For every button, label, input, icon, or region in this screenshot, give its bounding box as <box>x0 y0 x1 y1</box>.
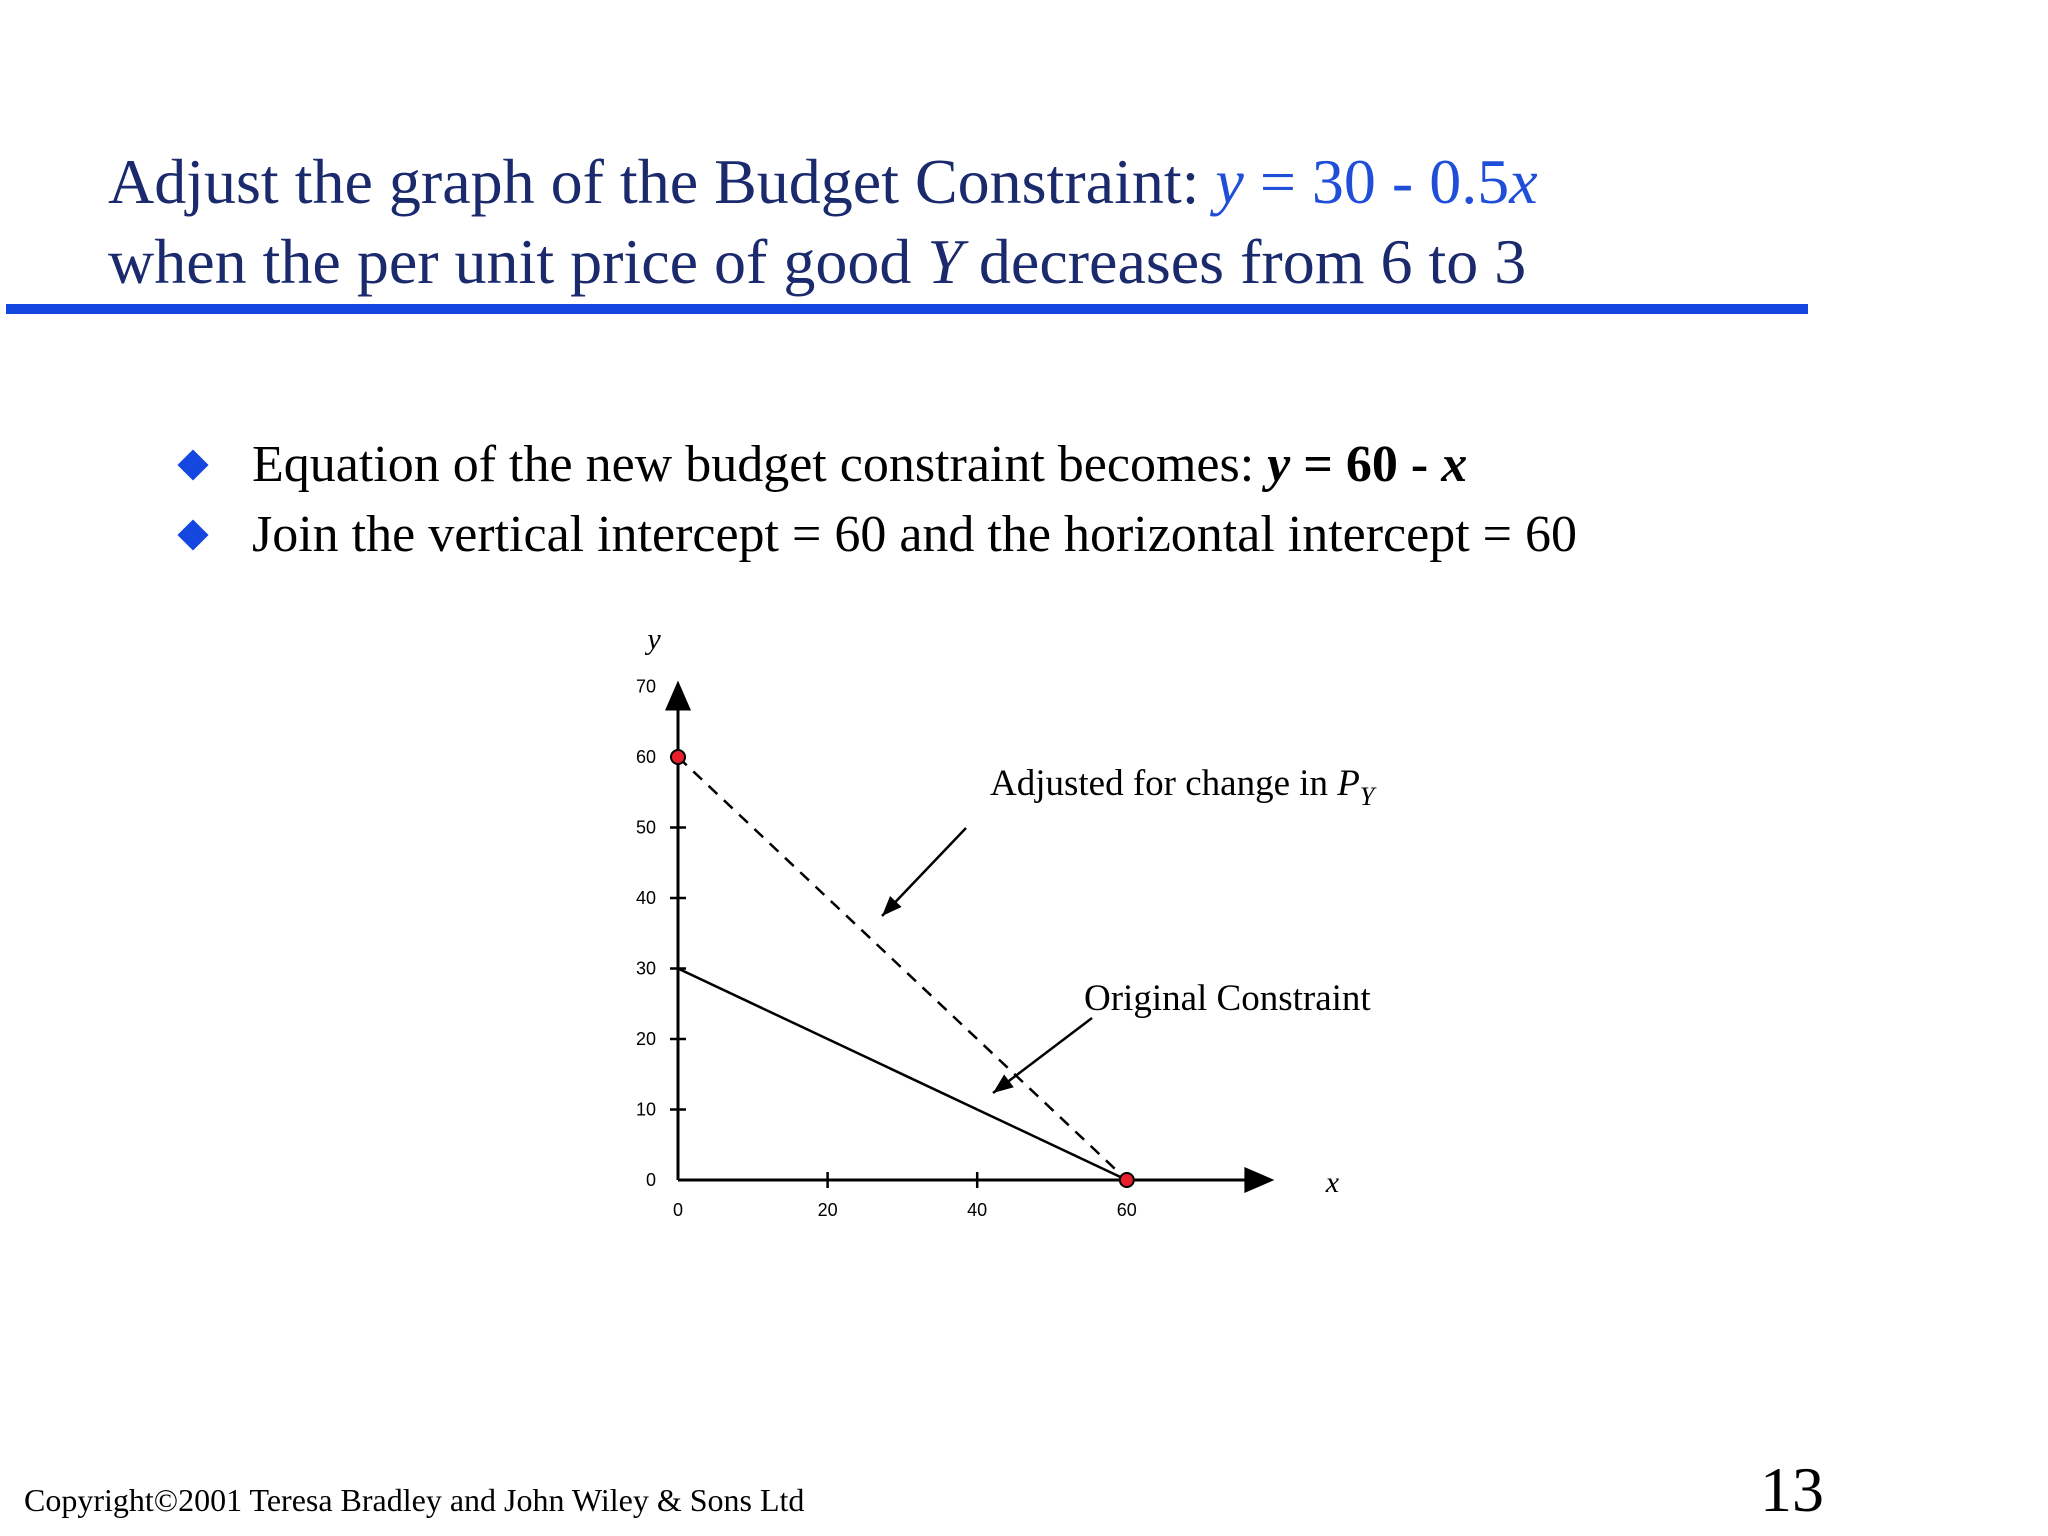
annotation-arrow-original-head-icon <box>993 1074 1014 1093</box>
bullet-text: Join the vertical intercept = 60 and the… <box>252 506 1577 563</box>
title-good-Y: Y <box>927 226 963 297</box>
x-tick-label: 40 <box>967 1200 987 1220</box>
adjusted-constraint-line <box>677 756 1128 1181</box>
bullet-eq-mid: = 60 - <box>1290 436 1442 493</box>
y-tick-label: 70 <box>636 677 656 697</box>
annotation-original: Original Constraint <box>1084 978 1371 1019</box>
x-axis-arrow-icon <box>1244 1167 1275 1193</box>
bullet-eq-y: y <box>1267 436 1291 493</box>
y-tick-label: 10 <box>636 1100 656 1120</box>
y-tick-label: 40 <box>636 888 656 908</box>
x-tick-label: 0 <box>673 1200 683 1220</box>
intercept-marker <box>670 749 686 765</box>
title-eq-rest: = 30 - 0.5 <box>1243 146 1510 217</box>
x-tick-label: 20 <box>818 1200 838 1220</box>
title-line-2: when the per unit price of good Y decrea… <box>108 222 1538 302</box>
y-tick-label: 50 <box>636 818 656 838</box>
copyright-footer: Copyright©2001 Teresa Bradley and John W… <box>24 1482 805 1518</box>
annotation-arrow-adjusted-head-icon <box>882 896 902 916</box>
x-axis-label: x <box>1325 1166 1340 1199</box>
annotation-arrow-adjusted <box>881 827 967 917</box>
title-text: Adjust the graph of the Budget Constrain… <box>108 146 1216 217</box>
slide-title: Adjust the graph of the Budget Constrain… <box>108 142 1538 302</box>
annotation-adjusted: Adjusted for change in PY <box>990 763 1377 811</box>
y-tick-label: 0 <box>646 1170 656 1190</box>
bullet-text: Equation of the new budget constraint be… <box>252 436 1268 493</box>
title-eq-x: x <box>1509 146 1538 217</box>
intercept-marker <box>1118 1172 1135 1188</box>
y-axis-label: y <box>644 623 661 656</box>
y-tick-label: 20 <box>636 1029 656 1049</box>
x-tick-label: 60 <box>1117 1200 1137 1220</box>
annotation-arrow-original <box>992 1017 1093 1094</box>
title-eq-y: y <box>1215 146 1244 217</box>
title-line2-b: decreases from 6 to 3 <box>962 226 1527 297</box>
original-constraint-line <box>677 967 1128 1182</box>
title-line-1: Adjust the graph of the Budget Constrain… <box>108 142 1538 222</box>
y-axis-arrow-icon <box>665 680 691 711</box>
y-tick-label: 30 <box>636 959 656 979</box>
title-line2-a: when the per unit price of good <box>108 226 928 297</box>
y-tick-label: 60 <box>636 747 656 767</box>
page-number: 13 <box>1760 1454 1824 1525</box>
title-divider <box>6 304 1808 314</box>
bullet-eq-x: x <box>1441 436 1468 493</box>
